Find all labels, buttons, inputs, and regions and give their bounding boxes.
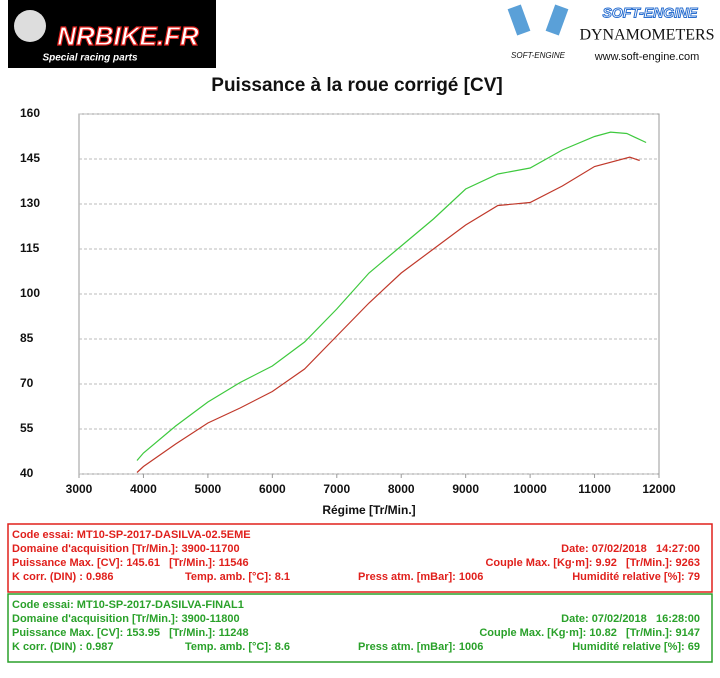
logo-tagline: Special racing parts <box>42 53 137 64</box>
piston-icon <box>545 4 569 36</box>
series-line <box>136 131 647 461</box>
brand: SOFT-ENGINE <box>603 5 699 21</box>
y-tick-label: 100 <box>20 286 40 300</box>
info-text: K corr. (DIN) : 0.986 <box>12 571 113 583</box>
info-text: Temp. amb. [°C]: 8.6 <box>185 641 290 653</box>
info-text: Humidité relative [%]: 69 <box>572 641 700 653</box>
y-tick-label: 145 <box>20 151 40 165</box>
logo-helmet <box>14 10 46 42</box>
x-tick-label: 8000 <box>388 482 415 496</box>
y-tick-label: 55 <box>20 421 34 435</box>
url: www.soft-engine.com <box>594 51 700 63</box>
info-text: Couple Max. [Kg·m]: 9.92 [Tr/Min.]: 9263 <box>485 557 700 569</box>
info-text: Date: 07/02/2018 14:27:00 <box>561 543 700 555</box>
x-tick-label: 9000 <box>452 482 479 496</box>
info-text: Press atm. [mBar]: 1006 <box>358 571 483 583</box>
info-text: Domaine d'acquisition [Tr/Min.]: 3900-11… <box>12 543 240 555</box>
info-text: Domaine d'acquisition [Tr/Min.]: 3900-11… <box>12 613 240 625</box>
series-line <box>136 156 640 473</box>
soft-engine-logo: SOFT-ENGINE DYNAMOMETERS SOFT-ENGINE www… <box>507 4 715 63</box>
info-text: Puissance Max. [CV]: 145.61 [Tr/Min.]: 1… <box>12 557 249 569</box>
y-tick-label: 130 <box>20 196 40 210</box>
info-text: Code essai: MT10-SP-2017-DASILVA-FINAL1 <box>12 599 244 611</box>
x-tick-label: 4000 <box>130 482 157 496</box>
x-tick-label: 10000 <box>513 482 547 496</box>
brand-small: SOFT-ENGINE <box>511 51 566 60</box>
info-text: Temp. amb. [°C]: 8.1 <box>185 571 290 583</box>
x-tick-label: 7000 <box>323 482 350 496</box>
y-tick-label: 70 <box>20 376 34 390</box>
info-text: Press atm. [mBar]: 1006 <box>358 641 483 653</box>
y-tick-label: 40 <box>20 466 34 480</box>
info-text: Code essai: MT10-SP-2017-DASILVA-02.5EME <box>12 529 251 541</box>
info-panel <box>7 523 713 593</box>
x-tick-label: 11000 <box>578 482 611 496</box>
logo-brand: NRBIKE.FR <box>57 21 199 51</box>
chart-title: Puissance à la roue corrigé [CV] <box>211 75 502 96</box>
info-text: K corr. (DIN) : 0.987 <box>12 641 113 653</box>
info-panel <box>7 593 713 663</box>
info-text: Puissance Max. [CV]: 153.95 [Tr/Min.]: 1… <box>12 627 249 639</box>
x-tick-label: 12000 <box>642 482 676 496</box>
y-tick-label: 115 <box>20 241 40 255</box>
brand-sub: DYNAMOMETERS <box>579 27 714 44</box>
info-text: Date: 07/02/2018 16:28:00 <box>561 613 700 625</box>
x-tick-label: 5000 <box>195 482 222 496</box>
x-tick-label: 3000 <box>66 482 93 496</box>
x-axis-label: Régime [Tr/Min.] <box>322 503 415 517</box>
piston-icon <box>507 4 531 36</box>
y-tick-label: 160 <box>20 106 40 120</box>
info-text: Couple Max. [Kg·m]: 10.82 [Tr/Min.]: 914… <box>479 627 700 639</box>
y-tick-label: 85 <box>20 331 34 345</box>
x-tick-label: 6000 <box>259 482 286 496</box>
info-text: Humidité relative [%]: 79 <box>572 571 700 583</box>
